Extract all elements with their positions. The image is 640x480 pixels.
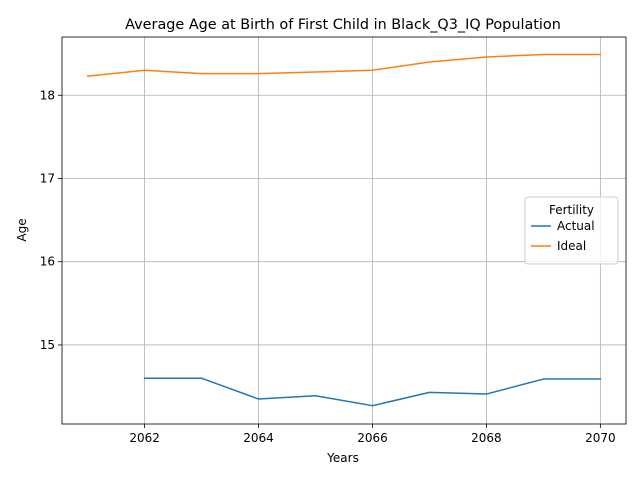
y-axis-label: Age: [15, 218, 29, 241]
chart-title: Average Age at Birth of First Child in B…: [125, 17, 561, 33]
x-tick-label: 2062: [129, 431, 160, 445]
legend-label-ideal: Ideal: [557, 239, 586, 253]
x-tick-label: 2064: [243, 431, 274, 445]
x-tick-label: 2068: [471, 431, 502, 445]
legend-label-actual: Actual: [557, 219, 595, 233]
y-tick-label: 17: [40, 171, 55, 185]
y-tick-label: 15: [40, 338, 55, 352]
x-tick-label: 2070: [585, 431, 616, 445]
x-axis-label: Years: [326, 451, 359, 465]
legend: Fertility Actual Ideal: [525, 197, 618, 264]
y-tick-label: 16: [40, 255, 55, 269]
legend-title: Fertility: [549, 203, 594, 217]
y-tick-label: 18: [40, 88, 55, 102]
x-tick-label: 2066: [357, 431, 388, 445]
